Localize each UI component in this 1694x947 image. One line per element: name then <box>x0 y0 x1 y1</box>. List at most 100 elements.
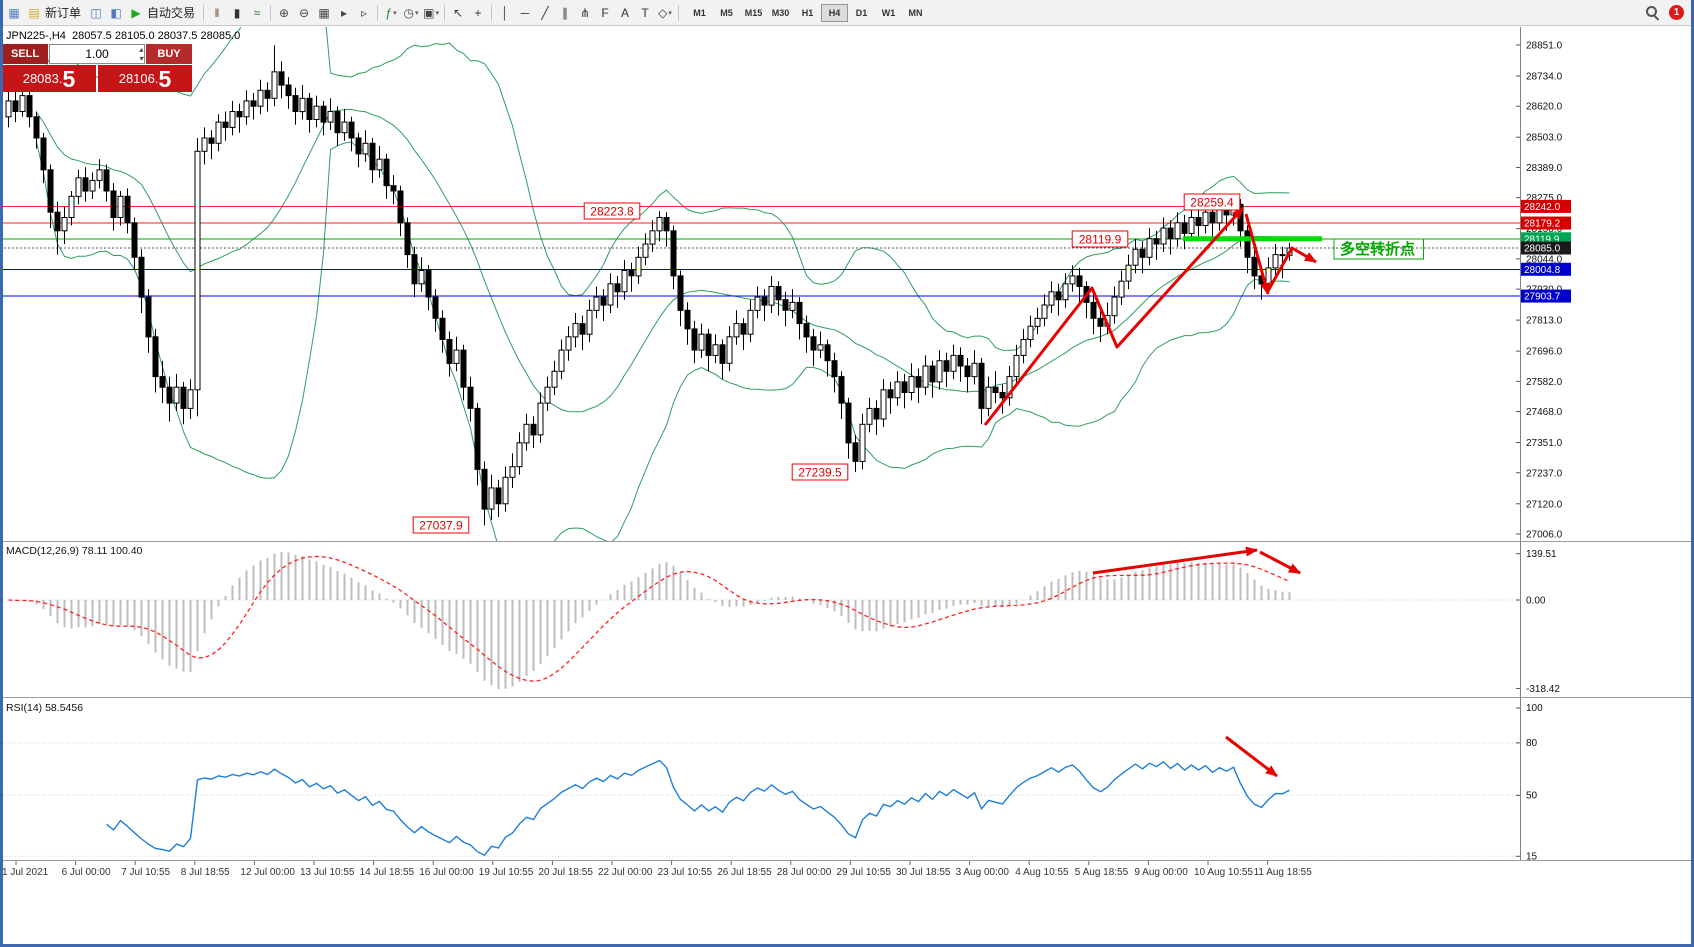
buy-button[interactable]: BUY <box>146 44 192 64</box>
volume-input[interactable]: 1.00 ▴ ▾ <box>49 44 145 64</box>
zoom-out-icon[interactable]: ⊖ <box>294 3 314 23</box>
svg-text:27468.0: 27468.0 <box>1526 407 1563 418</box>
volume-steppers[interactable]: ▴ ▾ <box>139 45 143 63</box>
sell-price-big-digit: 5 <box>62 66 76 92</box>
svg-text:0.00: 0.00 <box>1526 596 1546 607</box>
trend-arrow[interactable] <box>983 206 1245 426</box>
line-chart-icon-glyph: ≈ <box>253 5 261 20</box>
turning-point-note[interactable]: 多空转折点 <box>1340 240 1415 258</box>
new-order-icon[interactable]: ▤ <box>24 3 44 23</box>
price-label-box[interactable] <box>1071 230 1129 248</box>
cursor-icon-glyph: ↖ <box>453 5 464 20</box>
svg-text:16 Jul 00:00: 16 Jul 00:00 <box>419 867 474 878</box>
bar-chart-icon-glyph: ‖ <box>214 5 220 20</box>
trend-arrow[interactable] <box>1266 246 1317 292</box>
svg-text:28503.0: 28503.0 <box>1526 133 1563 144</box>
dropdown-caret-icon[interactable]: ▾ <box>393 9 397 17</box>
price-label-box[interactable] <box>791 463 849 481</box>
fibonacci-icon-glyph: F <box>601 5 609 20</box>
andrews-pitchfork-icon[interactable]: ⋔ <box>575 3 595 23</box>
trend-arrow[interactable] <box>1092 546 1258 575</box>
sell-button[interactable]: SELL <box>2 44 48 64</box>
svg-text:28 Jul 00:00: 28 Jul 00:00 <box>777 867 832 878</box>
toolbar-separator <box>491 4 493 21</box>
auto-scroll-icon[interactable]: ▸ <box>334 3 354 23</box>
volume-up-icon[interactable]: ▴ <box>138 45 143 54</box>
svg-text:26 Jul 18:55: 26 Jul 18:55 <box>717 867 772 878</box>
dropdown-caret-icon[interactable]: ▾ <box>435 9 439 17</box>
toolbar-separator <box>444 4 446 21</box>
buy-price-display[interactable]: 28106. 5 <box>98 65 192 92</box>
price-label-box[interactable] <box>583 202 641 220</box>
text-icon[interactable]: A <box>615 3 635 23</box>
dropdown-caret-icon[interactable]: ▾ <box>668 9 672 17</box>
sell-price-main: 28083. <box>22 71 63 86</box>
price-label-box[interactable] <box>412 516 470 534</box>
svg-text:3 Aug 00:00: 3 Aug 00:00 <box>956 867 1010 878</box>
svg-text:13 Jul 10:55: 13 Jul 10:55 <box>300 867 355 878</box>
chart-shift-icon[interactable]: ▹ <box>354 3 374 23</box>
zoom-in-icon[interactable]: ⊕ <box>274 3 294 23</box>
price-label-box[interactable] <box>1183 193 1241 211</box>
one-click-trading-panel: SELL 1.00 ▴ ▾ BUY 28083. 5 28106. 5 <box>2 44 192 92</box>
timeframe-m1[interactable]: M1 <box>693 7 706 18</box>
bar-chart-icon[interactable]: ‖ <box>207 3 227 23</box>
svg-text:28275.0: 28275.0 <box>1526 193 1563 204</box>
horizontal-line-icon[interactable]: ─ <box>515 3 535 23</box>
trend-arrow[interactable] <box>1259 550 1301 575</box>
svg-text:28179.2: 28179.2 <box>1524 219 1561 230</box>
market-watch-icon[interactable]: ◧ <box>106 3 126 23</box>
trend-arrow[interactable] <box>1225 735 1278 778</box>
sell-price-display[interactable]: 28083. 5 <box>2 65 96 92</box>
crosshair-icon[interactable]: + <box>468 3 488 23</box>
timeframe-m15[interactable]: M15 <box>744 7 763 18</box>
line-chart-icon[interactable]: ≈ <box>247 3 267 23</box>
indicators-icon[interactable]: ƒ ▾ <box>381 3 401 23</box>
notification-badge[interactable]: 1 <box>1669 5 1684 20</box>
price-label-text: 28119.9 <box>1079 233 1122 247</box>
cursor-icon[interactable]: ↖ <box>448 3 468 23</box>
timeframe-m30[interactable]: M30 <box>771 7 790 18</box>
timeframe-buttons: M1 M5 M15 M30 H1 H4 D1 W1 MN <box>686 3 929 22</box>
search-icon[interactable] <box>1645 5 1660 21</box>
main-toolbar: ▦ ▤ 新订单 ◫ ◧ ▶ 自动交易 ‖ ▮ ≈ ⊕ ⊖ ▦ ▸ ▹ ƒ ▾ ◷ ▾ ▣ ▾ ↖ + │ ─ ╱ ∥ ⋔ F A T ◇ ▾ M… <box>0 0 1694 26</box>
annotations[interactable]: 28223.8 28119.9 28259.4 27239.5 27037.9 多空转折点 <box>412 193 1424 778</box>
candlestick-chart-icon[interactable]: ▮ <box>227 3 247 23</box>
timeframe-h1[interactable]: H1 <box>801 7 814 18</box>
svg-text:28158.0: 28158.0 <box>1526 224 1563 235</box>
new-order-label[interactable]: 新订单 <box>45 6 82 20</box>
tile-windows-icon[interactable]: ▦ <box>314 3 334 23</box>
templates-icon[interactable]: ▣ ▾ <box>421 3 441 23</box>
text-label-icon[interactable]: T <box>635 3 655 23</box>
autotrade-icon[interactable]: ▶ <box>126 3 146 23</box>
price-tag-28085.0 <box>1521 241 1571 255</box>
timeframe-m5[interactable]: M5 <box>720 7 733 18</box>
horizontal-lines[interactable] <box>0 205 1520 297</box>
volume-value[interactable]: 1.00 <box>85 47 109 61</box>
new-chart-icon[interactable]: ▦ <box>4 3 24 23</box>
timeframe-w1[interactable]: W1 <box>881 7 896 18</box>
dropdown-caret-icon[interactable]: ▾ <box>415 9 419 17</box>
volume-down-icon[interactable]: ▾ <box>138 54 143 63</box>
vertical-line-icon[interactable]: │ <box>495 3 515 23</box>
periods-icon[interactable]: ◷ ▾ <box>401 3 421 23</box>
indicators-icon-glyph: ƒ <box>385 5 393 20</box>
timeframe-mn[interactable]: MN <box>908 7 923 18</box>
toolbar-separator <box>678 4 680 21</box>
fibonacci-icon[interactable]: F <box>595 3 615 23</box>
candles-layer <box>5 45 1293 526</box>
equidistant-channel-icon[interactable]: ∥ <box>555 3 575 23</box>
periods-icon-glyph: ◷ <box>403 5 415 20</box>
timeframe-h4[interactable]: H4 <box>821 3 849 22</box>
arrows-icon[interactable]: ◇ ▾ <box>655 3 675 23</box>
chart-profiles-icon-glyph: ◫ <box>90 5 102 20</box>
autotrade-label[interactable]: 自动交易 <box>147 6 196 20</box>
chart-profiles-icon[interactable]: ◫ <box>86 3 106 23</box>
trend-arrow[interactable] <box>1244 213 1270 295</box>
timeframe-d1[interactable]: D1 <box>855 7 868 18</box>
auto-scroll-icon-glyph: ▸ <box>341 5 348 20</box>
price-tag-27903.7 <box>1521 289 1571 303</box>
note-box[interactable] <box>1333 238 1424 260</box>
trendline-icon[interactable]: ╱ <box>535 3 555 23</box>
